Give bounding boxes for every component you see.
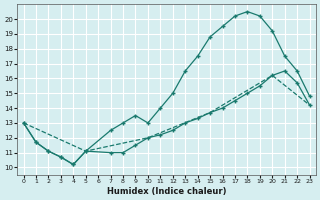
X-axis label: Humidex (Indice chaleur): Humidex (Indice chaleur) bbox=[107, 187, 226, 196]
